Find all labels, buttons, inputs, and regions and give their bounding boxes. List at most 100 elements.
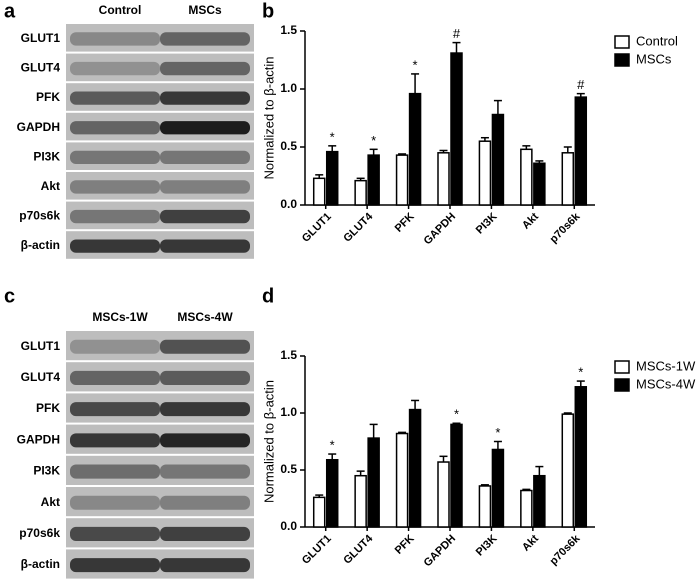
blot-row-label: GAPDH [17, 432, 60, 446]
blot-row-label: PFK [36, 401, 60, 415]
bar [354, 474, 367, 528]
blot-row-label: GAPDH [17, 120, 60, 134]
blot-row-label: Akt [41, 179, 60, 193]
panel-label: c [4, 285, 15, 307]
x-tick-label: GLUT1 [300, 533, 334, 567]
y-tick-label: 0.5 [280, 139, 297, 153]
blot-band [70, 433, 160, 448]
y-tick-label: 1.5 [280, 348, 297, 362]
blot-band [160, 464, 250, 479]
bar [561, 152, 575, 206]
blot-band [70, 150, 160, 165]
blot-row-label: GLUT4 [21, 370, 61, 384]
blot-band [160, 495, 250, 510]
blot-band [70, 209, 160, 224]
blot-band [70, 239, 160, 253]
bar [574, 386, 588, 528]
blot-band [160, 402, 250, 417]
bar [395, 432, 409, 528]
x-tick-label: PFK [393, 533, 417, 557]
bar [561, 413, 575, 528]
legend-swatch [614, 378, 630, 392]
significance-mark: # [453, 26, 461, 41]
y-tick-label: 1.0 [280, 81, 297, 95]
blot-band [70, 180, 160, 194]
blot-column-label: MSCs [188, 3, 222, 17]
bar [437, 461, 450, 528]
bar [325, 458, 339, 528]
x-tick-label: GAPDH [422, 533, 459, 570]
x-tick-label: GLUT1 [300, 211, 334, 245]
blot-row-label: Akt [41, 495, 60, 509]
significance-mark: # [577, 77, 585, 92]
y-axis-label: Normalized to β-actin [261, 56, 276, 179]
blot-row-label: GLUT1 [21, 31, 61, 45]
x-tick-label: Akt [520, 210, 541, 231]
blot-band [160, 121, 250, 135]
bar [478, 485, 492, 528]
y-tick-label: 0.0 [280, 519, 297, 533]
legend-label: MSCs [636, 51, 672, 66]
blot-row-label: β-actin [21, 238, 60, 252]
significance-mark: * [454, 407, 459, 422]
x-tick-label: p70s6k [548, 532, 583, 567]
significance-mark: * [413, 57, 418, 72]
x-tick-label: PI3K [474, 533, 500, 559]
bar [520, 489, 533, 528]
blot-row-label: p70s6k [19, 526, 60, 540]
blot-band [160, 32, 250, 46]
blot-band [70, 526, 160, 541]
blot-band [160, 91, 250, 105]
bar [533, 162, 546, 206]
blot-column-label: Control [99, 3, 142, 17]
legend-label: MSCs-4W [636, 376, 696, 391]
blot-row-label: PI3K [33, 464, 60, 478]
bar [408, 408, 422, 528]
bar [312, 177, 326, 206]
blot-row-label: β-actin [21, 557, 60, 571]
blot-band [160, 433, 250, 448]
legend-swatch [614, 360, 630, 374]
y-tick-label: 0.0 [280, 197, 297, 211]
bar [574, 96, 588, 206]
panel-label: b [262, 0, 274, 22]
x-tick-label: GLUT4 [341, 532, 376, 567]
bar [491, 113, 505, 206]
bar [325, 150, 339, 206]
bar [491, 448, 505, 528]
x-tick-label: PFK [393, 211, 417, 235]
blot-band [160, 239, 250, 253]
bar [450, 423, 463, 528]
legend-label: Control [636, 33, 678, 48]
bar [450, 52, 463, 206]
y-tick-label: 0.5 [280, 462, 297, 476]
bar [395, 154, 409, 206]
bar [408, 92, 422, 206]
bar [437, 152, 450, 206]
blot-band [70, 61, 160, 76]
panel-label: d [262, 285, 274, 307]
significance-mark: * [495, 425, 500, 440]
y-tick-label: 1.0 [280, 405, 297, 419]
x-tick-label: p70s6k [548, 210, 583, 245]
significance-mark: * [578, 365, 583, 380]
blot-row-label: p70s6k [19, 209, 60, 223]
bar [533, 474, 546, 528]
blot-row-label: PI3K [33, 149, 60, 163]
blot-row-label: GLUT4 [21, 61, 61, 75]
blot-band [70, 91, 160, 105]
blot-band [160, 339, 250, 354]
blot-band [160, 180, 250, 194]
blot-band [70, 464, 160, 479]
significance-mark: * [371, 133, 376, 148]
bar [520, 148, 533, 206]
legend-swatch [614, 35, 630, 49]
blot-row-label: GLUT1 [21, 339, 61, 353]
x-tick-label: PI3K [474, 211, 500, 237]
x-tick-label: GLUT4 [341, 210, 376, 245]
bar [312, 496, 326, 528]
blot-band [70, 495, 160, 510]
bar [367, 154, 380, 206]
blot-band [70, 32, 160, 46]
